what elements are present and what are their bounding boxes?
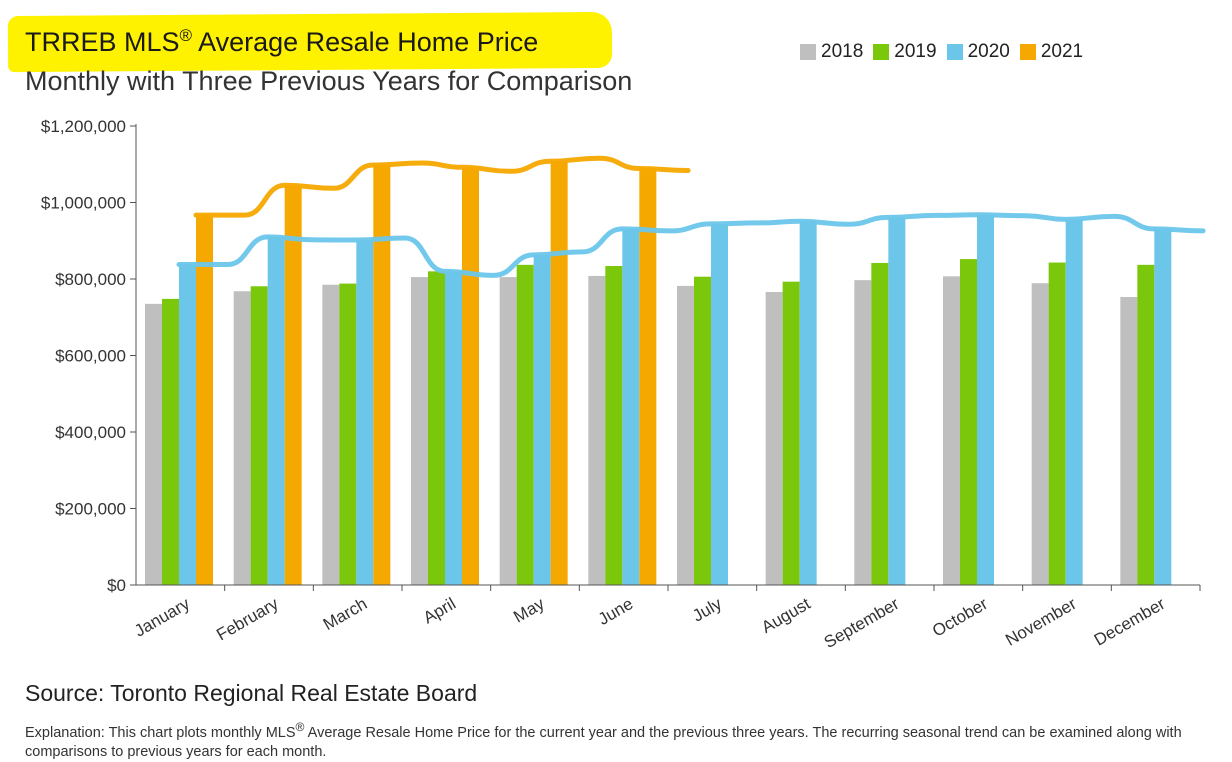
bar-2019-november	[1048, 262, 1066, 585]
bar-2019-october	[960, 259, 977, 585]
x-tick-label-june: June	[595, 594, 636, 629]
legend-swatch-2021	[1019, 44, 1036, 60]
bar-2021-january	[196, 215, 213, 585]
bar-chart: $0 $200,000 $400,000 $600,000 $800,000 $1,000…	[41, 117, 1206, 652]
bar-2019-may	[516, 264, 534, 585]
bar-2018-april	[411, 277, 428, 585]
bar-2019-january	[162, 298, 179, 585]
y-tick-label: $800,000	[55, 270, 126, 289]
bar-2020-december	[1154, 228, 1172, 585]
bar-2021-february	[284, 185, 302, 585]
legend-item-2019: 2019	[873, 41, 937, 63]
legend: 2018 2019 2020 2021	[800, 41, 1083, 63]
legend-item-2021: 2021	[1019, 41, 1084, 63]
x-tick-label-november: November	[1002, 594, 1080, 650]
bar-2020-june	[622, 228, 640, 585]
bar-2018-september	[854, 280, 872, 585]
bar-2018-june	[588, 275, 606, 585]
bar-2019-july	[694, 276, 711, 585]
source-note: Source: Toronto Regional Real Estate Boa…	[25, 680, 478, 706]
bar-2020-march	[356, 239, 374, 586]
bar-2018-january	[145, 303, 162, 585]
legend-label-2021: 2021	[1040, 41, 1084, 62]
legend-swatch-2018	[800, 44, 816, 60]
x-tick-label-january: January	[131, 594, 193, 641]
bar-2020-may	[533, 254, 551, 585]
bar-2018-march	[322, 284, 340, 585]
chart-title: TRREB MLS® Average Resale Home Price	[25, 26, 538, 58]
legend-label-2018: 2018	[821, 41, 864, 62]
bar-2020-july	[711, 223, 728, 586]
legend-item-2018: 2018	[800, 41, 863, 63]
y-tick-label: $1,000,000	[41, 194, 126, 213]
bar-2018-november	[1031, 283, 1049, 585]
bar-2020-april	[445, 271, 462, 585]
bar-2019-september	[871, 262, 889, 585]
chart-subtitle: Monthly with Three Previous Years for Co…	[25, 66, 633, 96]
bar-2021-march	[373, 165, 391, 585]
y-tick-label: $400,000	[55, 423, 126, 442]
bar-2018-february	[233, 291, 251, 585]
bar-2018-august	[765, 292, 783, 585]
bar-2019-february	[250, 286, 268, 585]
bar-2019-june	[605, 265, 623, 585]
legend-label-2020: 2020	[967, 41, 1010, 62]
legend-label-2019: 2019	[894, 41, 937, 62]
bar-2019-april	[428, 271, 445, 585]
legend-swatch-2020	[946, 44, 963, 60]
bar-2020-august	[799, 221, 817, 585]
bar-2019-december	[1137, 264, 1155, 585]
title-main-text: TRREB MLS	[25, 27, 180, 57]
y-tick-label: $200,000	[55, 500, 126, 519]
y-tick-label: $1,200,000	[41, 117, 126, 136]
x-tick-label-september: September	[821, 594, 903, 652]
bar-2020-january	[179, 264, 196, 585]
bar-2021-june	[639, 168, 657, 585]
title-registered-mark: ®	[179, 26, 193, 45]
title-rest-text: Average Resale Home Price	[192, 27, 539, 57]
x-tick-label-october: October	[929, 594, 991, 641]
bar-2021-april	[462, 167, 479, 585]
bar-2020-october	[977, 214, 994, 586]
legend-item-2020: 2020	[946, 41, 1010, 63]
x-tick-label-may: May	[510, 594, 548, 627]
y-tick-label: $600,000	[55, 347, 126, 366]
bar-2020-november	[1065, 219, 1083, 585]
x-tick-label-december: December	[1091, 594, 1169, 650]
bar-2018-july	[677, 285, 694, 585]
legend-swatch-2019	[873, 44, 890, 60]
x-tick-label-april: April	[420, 594, 459, 627]
bar-2018-may	[499, 277, 517, 585]
explanation-registered-mark: ®	[295, 720, 305, 734]
x-tick-label-february: February	[213, 594, 282, 645]
x-tick-label-march: March	[320, 594, 370, 634]
x-tick-label-august: August	[758, 594, 814, 637]
bar-2020-february	[267, 236, 285, 586]
explanation-text-b: Average Resale Home Price for the curren…	[25, 724, 1182, 760]
bar-2019-august	[782, 281, 800, 585]
explanation-text-a: Explanation: This chart plots monthly ML…	[25, 724, 296, 741]
bar-2021-may	[550, 161, 568, 585]
bar-2018-december	[1120, 296, 1138, 585]
explanation-note: Explanation: This chart plots monthly ML…	[25, 718, 1205, 762]
annotation-line-2020	[176, 212, 1206, 278]
x-tick-label-july: July	[689, 594, 725, 626]
y-tick-label: $0	[107, 576, 126, 595]
bar-2020-september	[888, 217, 906, 586]
annotation-line-2021	[193, 155, 691, 218]
bar-2019-march	[339, 283, 357, 585]
bar-2018-october	[943, 276, 960, 585]
